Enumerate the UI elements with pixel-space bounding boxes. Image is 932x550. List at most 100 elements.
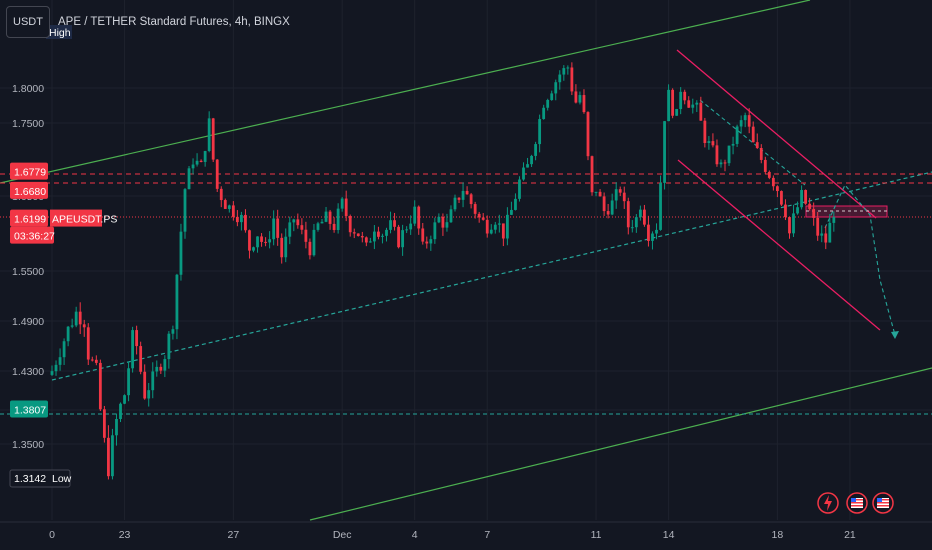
candle-body bbox=[497, 223, 501, 225]
candle-body bbox=[179, 231, 183, 275]
candle-body bbox=[98, 362, 102, 410]
candle-body bbox=[655, 229, 658, 234]
candle-body bbox=[659, 182, 662, 230]
candle-body bbox=[832, 217, 836, 223]
symbol-tag-bg bbox=[50, 209, 102, 227]
candle-body bbox=[671, 89, 675, 116]
candle-body bbox=[485, 219, 489, 234]
candle-body bbox=[457, 197, 461, 200]
label-1-6680-bg bbox=[10, 181, 48, 199]
high-badge: High bbox=[49, 27, 71, 39]
candle-body bbox=[389, 220, 392, 230]
candle-body bbox=[58, 357, 62, 365]
candle-body bbox=[574, 91, 578, 103]
candle-body bbox=[231, 205, 235, 217]
candle-body bbox=[522, 167, 525, 180]
candle-body bbox=[191, 164, 195, 169]
candle-body bbox=[86, 327, 90, 360]
candle-body bbox=[292, 219, 296, 223]
candle-body bbox=[695, 102, 699, 105]
price-tick-label: 1.4900 bbox=[12, 316, 44, 328]
candle-body bbox=[687, 100, 691, 108]
candles bbox=[50, 62, 836, 480]
candle-body bbox=[215, 159, 219, 189]
candle-body bbox=[143, 371, 147, 399]
label-1-6680: 1.6680 bbox=[14, 186, 46, 198]
candle-body bbox=[344, 198, 348, 216]
label-1-6779: 1.6779 bbox=[14, 167, 46, 179]
candle-body bbox=[320, 221, 324, 224]
chart-drawings bbox=[0, 0, 932, 521]
candle-body bbox=[78, 311, 82, 325]
label-1-6779-bg bbox=[10, 162, 48, 180]
candle-body bbox=[248, 230, 251, 251]
flag-stripe bbox=[877, 502, 889, 504]
candle-body bbox=[219, 188, 223, 201]
candle-body bbox=[195, 160, 199, 165]
price-tick-label: 1.8000 bbox=[12, 83, 44, 95]
flag-stripe bbox=[877, 499, 889, 501]
candle-body bbox=[360, 236, 364, 238]
candle-body bbox=[252, 247, 255, 251]
price-tick-label: 1.5500 bbox=[12, 266, 44, 278]
candle-body bbox=[54, 364, 58, 372]
candle-body bbox=[119, 403, 122, 419]
candle-body bbox=[135, 330, 139, 347]
candle-body bbox=[759, 148, 763, 160]
candle-body bbox=[505, 214, 509, 239]
candle-body bbox=[647, 224, 650, 241]
symbol-currency-button[interactable]: USDT bbox=[6, 6, 50, 38]
candle-body bbox=[618, 189, 622, 193]
candle-body bbox=[526, 164, 529, 168]
event-icons bbox=[817, 492, 894, 514]
candle-body bbox=[163, 359, 167, 371]
candle-body bbox=[240, 214, 243, 223]
candle-body bbox=[800, 190, 803, 208]
candle-body bbox=[284, 236, 288, 258]
candle-body bbox=[131, 330, 134, 369]
candle-body bbox=[74, 311, 78, 326]
candle-body bbox=[824, 233, 828, 243]
candle-body bbox=[707, 141, 711, 144]
candle-body bbox=[276, 218, 280, 238]
candle-body bbox=[155, 366, 159, 372]
candle-body bbox=[223, 200, 227, 209]
time-tick-label: 18 bbox=[772, 529, 784, 541]
candle-body bbox=[514, 198, 517, 210]
candle-body bbox=[558, 74, 562, 83]
price-tick-label: 1.3500 bbox=[12, 439, 44, 451]
candle-body bbox=[691, 104, 695, 108]
candle-body bbox=[784, 204, 787, 218]
candle-body bbox=[630, 227, 634, 229]
candle-body bbox=[796, 207, 799, 214]
candle-body bbox=[256, 236, 259, 248]
flag-stripe bbox=[851, 505, 863, 507]
candle-body bbox=[107, 437, 110, 477]
candle-body bbox=[449, 209, 453, 223]
candle-body bbox=[518, 179, 521, 199]
candle-body bbox=[751, 126, 755, 143]
candle-body bbox=[461, 190, 465, 200]
candle-body bbox=[199, 160, 203, 162]
high-badge-bg bbox=[46, 25, 72, 39]
candle-body bbox=[554, 82, 558, 94]
candle-body bbox=[70, 325, 74, 327]
label-last-price: 1.6199 bbox=[14, 214, 46, 226]
candle-body bbox=[622, 192, 626, 202]
candle-body bbox=[663, 121, 666, 183]
candle-body bbox=[336, 208, 340, 231]
candle-body bbox=[493, 224, 497, 230]
candle-body bbox=[578, 95, 582, 103]
candle-body bbox=[102, 409, 106, 438]
candle-body bbox=[66, 326, 70, 342]
candle-body bbox=[151, 371, 155, 391]
chart-title: APE / TETHER Standard Futures, 4h, BINGX bbox=[58, 16, 290, 28]
candle-body bbox=[570, 67, 574, 92]
flag-canton bbox=[877, 498, 882, 502]
low-badge: Low bbox=[52, 473, 72, 485]
candle-body bbox=[747, 115, 751, 127]
candle-body bbox=[788, 217, 791, 234]
countdown-bg bbox=[10, 226, 54, 244]
candle-body bbox=[441, 216, 445, 228]
